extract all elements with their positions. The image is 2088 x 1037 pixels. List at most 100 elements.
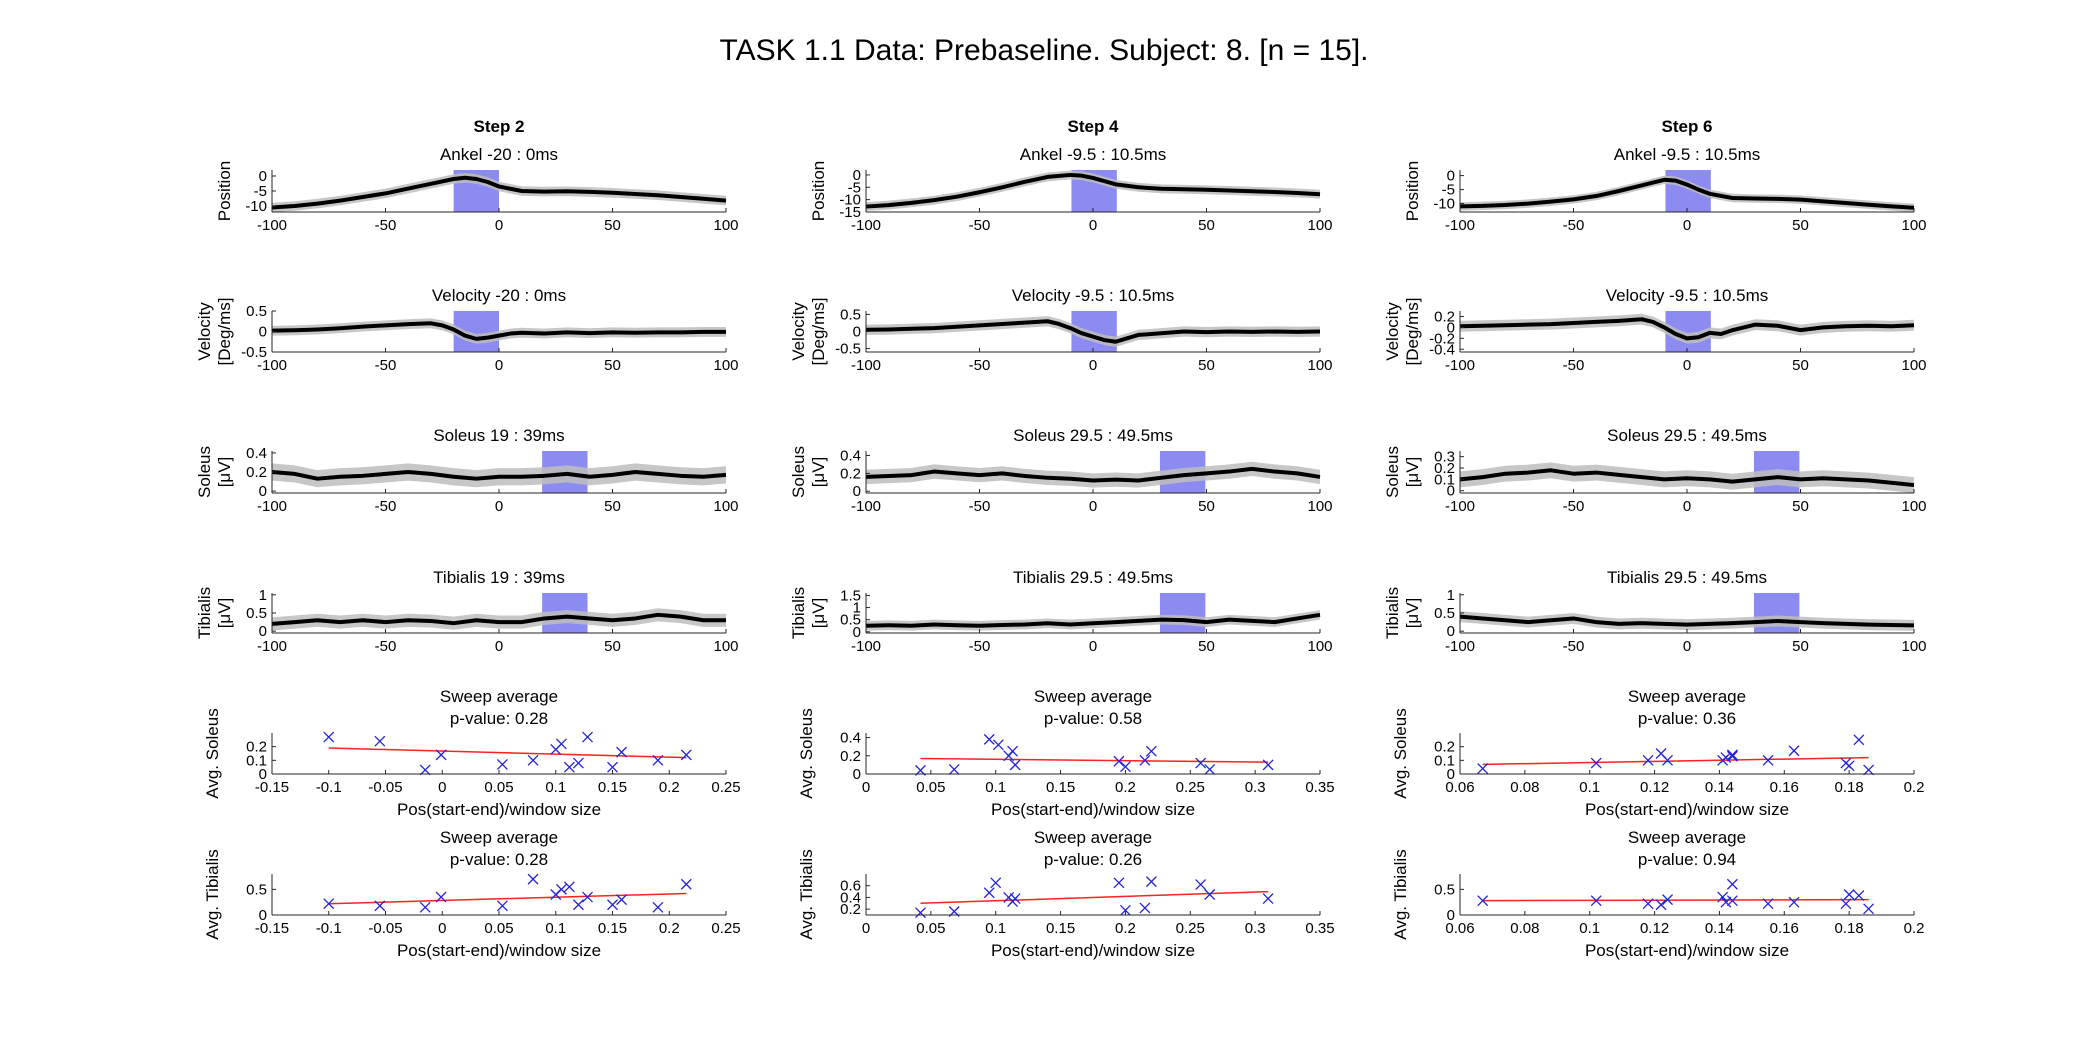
xtick-label-s4-sol-2: 0 bbox=[1089, 498, 1097, 515]
ytick-label-s6-pos-2: -10 bbox=[1433, 196, 1455, 213]
panel-title-s4-sc2-0: Sweep average bbox=[1034, 828, 1152, 847]
point-s4-sc2-7 bbox=[1113, 877, 1125, 889]
point-s4-sc2-9 bbox=[1139, 902, 1151, 914]
point-s6-sc2-10 bbox=[1788, 896, 1800, 908]
xtick-label-s6-sc2-0: 0.06 bbox=[1445, 920, 1474, 937]
mean-line-s4-pos bbox=[865, 172, 1321, 209]
xtick-label-s6-sol-1: -50 bbox=[1563, 498, 1585, 515]
xtick-label-s4-sc2-4: 0.2 bbox=[1115, 920, 1136, 937]
xtick-label-s4-sc2-2: 0.1 bbox=[985, 920, 1006, 937]
band-s2-tib bbox=[272, 608, 726, 631]
point-s6-sc1-14 bbox=[1863, 764, 1875, 776]
point-s4-sc1-7 bbox=[1113, 755, 1125, 767]
xtick-label-s2-vel-2: 0 bbox=[495, 357, 503, 374]
xtick-label-s2-sol-0: -100 bbox=[257, 498, 287, 515]
ylabel-s6-vel-0: Velocity bbox=[1383, 302, 1402, 361]
xlabel-s6-sc2: Pos(start-end)/window size bbox=[1585, 941, 1789, 960]
xlabel-s4-sc1: Pos(start-end)/window size bbox=[991, 800, 1195, 819]
xtick-label-s4-sc2-7: 0.35 bbox=[1305, 920, 1334, 937]
ylabel-s2-tib-1: [μV] bbox=[215, 598, 234, 629]
xlabel-s6-sc1: Pos(start-end)/window size bbox=[1585, 800, 1789, 819]
xtick-label-s4-vel-0: -100 bbox=[851, 357, 881, 374]
point-s6-sc2-6 bbox=[1720, 896, 1732, 908]
ytick-label-s4-sc1-1: 0.2 bbox=[840, 748, 861, 765]
ytick-label-s6-tib-2: 0 bbox=[1447, 623, 1455, 640]
ylabel-s4-sc1-0: Avg. Soleus bbox=[797, 708, 816, 798]
ylabel-s6-sc2-0: Avg. Tibialis bbox=[1391, 849, 1410, 939]
figure-title: TASK 1.1 Data: Prebaseline. Subject: 8. … bbox=[720, 34, 1369, 67]
xtick-label-s2-sc1-3: 0 bbox=[438, 779, 446, 796]
xtick-label-s6-vel-3: 50 bbox=[1792, 357, 1809, 374]
point-s2-sc2-4 bbox=[496, 900, 508, 912]
ytick-label-s4-tib-1: 1 bbox=[853, 600, 861, 617]
panel-title-s6-sol: Soleus 29.5 : 49.5ms bbox=[1607, 426, 1767, 445]
xtick-label-s4-sol-1: -50 bbox=[969, 498, 991, 515]
mean-line-s4-vel bbox=[865, 319, 1321, 344]
ytick-label-s4-tib-2: 0.5 bbox=[840, 612, 861, 629]
xlabel-s4-sc2: Pos(start-end)/window size bbox=[991, 941, 1195, 960]
xtick-label-s4-tib-4: 100 bbox=[1307, 638, 1332, 655]
ytick-label-s4-pos-2: -10 bbox=[839, 192, 861, 209]
xtick-label-s4-sol-4: 100 bbox=[1307, 498, 1332, 515]
point-s4-sc2-11 bbox=[1195, 879, 1207, 891]
point-s2-sc2-1 bbox=[374, 900, 386, 912]
xtick-label-s6-sc1-1: 0.08 bbox=[1510, 779, 1539, 796]
ytick-label-s2-sol-1: 0.2 bbox=[246, 464, 267, 481]
ytick-label-s4-sc2-2: 0.2 bbox=[840, 901, 861, 918]
window-s4-tib bbox=[1159, 593, 1206, 633]
xtick-label-s4-sc1-0: 0 bbox=[862, 779, 870, 796]
point-s2-sc2-8 bbox=[563, 881, 575, 893]
xtick-label-s2-sol-3: 50 bbox=[604, 498, 621, 515]
point-s2-sc2-5 bbox=[527, 873, 539, 885]
panel-title-s2-sc2-0: Sweep average bbox=[440, 828, 558, 847]
xtick-label-s4-pos-4: 100 bbox=[1307, 217, 1332, 234]
xtick-label-s4-tib-2: 0 bbox=[1089, 638, 1097, 655]
xtick-label-s4-tib-3: 50 bbox=[1198, 638, 1215, 655]
xtick-label-s6-sc1-0: 0.06 bbox=[1445, 779, 1474, 796]
point-s6-sc1-4 bbox=[1662, 754, 1673, 766]
ytick-label-s2-pos-1: -5 bbox=[254, 183, 267, 200]
mean-line-s2-vel bbox=[271, 321, 726, 341]
ytick-label-s2-sol-2: 0 bbox=[259, 483, 267, 500]
panel-title-s6-sc1-0: Sweep average bbox=[1628, 687, 1746, 706]
panel-title-s6-sc2-0: Sweep average bbox=[1628, 828, 1746, 847]
ytick-label-s2-sc1-2: 0 bbox=[259, 766, 267, 783]
xtick-label-s2-sc1-1: -0.1 bbox=[316, 779, 342, 796]
ytick-label-s6-vel-0: 0.2 bbox=[1434, 308, 1455, 325]
xtick-label-s2-sc2-2: -0.05 bbox=[368, 920, 402, 937]
panel-title-s4-vel: Velocity -9.5 : 10.5ms bbox=[1012, 286, 1175, 305]
point-s6-sc2-7 bbox=[1726, 878, 1738, 890]
ytick-label-s6-sol-3: 0 bbox=[1447, 483, 1455, 500]
panel-s2-sc1: -0.15 -0.1 -0.05 0 0.05 0.1 0.15 0.2 0.250.20.10… bbox=[203, 687, 741, 819]
xtick-label-s6-sc1-2: 0.1 bbox=[1579, 779, 1600, 796]
xtick-label-s6-sol-0: -100 bbox=[1445, 498, 1475, 515]
xtick-label-s2-tib-4: 100 bbox=[713, 638, 738, 655]
point-s4-sc1-11 bbox=[1195, 757, 1207, 769]
point-s4-sc2-8 bbox=[1119, 904, 1131, 916]
ytick-label-s4-sc2-1: 0.4 bbox=[840, 889, 861, 906]
point-s4-sc1-2 bbox=[983, 733, 995, 745]
xtick-label-s2-vel-1: -50 bbox=[375, 357, 397, 374]
point-s2-sc2-11 bbox=[607, 899, 618, 911]
ytick-label-s6-sol-0: 0.3 bbox=[1434, 449, 1455, 466]
ytick-label-s4-tib-3: 0 bbox=[853, 624, 861, 641]
panel-title-s2-pos: Ankel -20 : 0ms bbox=[440, 145, 558, 164]
point-s2-sc1-1 bbox=[374, 735, 386, 747]
ytick-label-s2-vel-2: -0.5 bbox=[241, 344, 267, 361]
column-title-s6-pos: Step 6 bbox=[1661, 117, 1712, 136]
xtick-label-s4-sc2-0: 0 bbox=[862, 920, 870, 937]
point-s2-sc1-14 bbox=[680, 749, 692, 761]
fit-line-s4-sc1 bbox=[920, 757, 1269, 763]
xtick-label-s6-pos-2: 0 bbox=[1683, 217, 1691, 234]
ytick-label-s4-vel-1: 0 bbox=[853, 324, 861, 341]
ylabel-s4-tib-0: Tibialis bbox=[789, 587, 808, 639]
panel-title-s6-tib: Tibialis 29.5 : 49.5ms bbox=[1607, 568, 1767, 587]
point-s6-sc2-8 bbox=[1726, 895, 1738, 907]
point-s2-sc1-2 bbox=[419, 764, 431, 776]
xtick-label-s4-vel-2: 0 bbox=[1089, 357, 1097, 374]
xtick-label-s6-tib-1: -50 bbox=[1563, 638, 1585, 655]
ylabel-s6-sol-0: Soleus bbox=[1383, 446, 1402, 498]
xtick-label-s2-sc1-7: 0.2 bbox=[659, 779, 680, 796]
xtick-label-s6-tib-2: 0 bbox=[1683, 638, 1691, 655]
